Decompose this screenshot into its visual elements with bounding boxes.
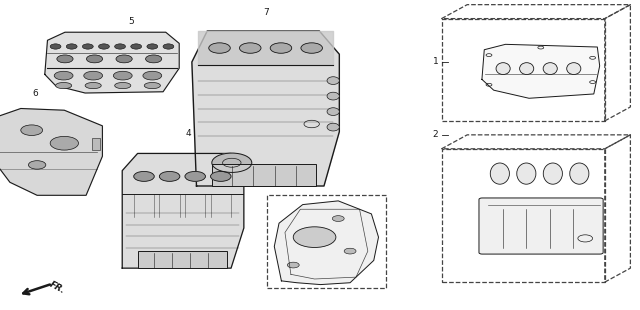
Circle shape [50,44,61,49]
Bar [268,195,385,288]
Polygon shape [192,31,339,186]
Circle shape [301,43,323,53]
Circle shape [287,262,299,268]
Ellipse shape [85,82,101,89]
Circle shape [239,43,261,53]
Circle shape [115,44,125,49]
Ellipse shape [327,92,339,100]
Ellipse shape [54,71,73,80]
Polygon shape [482,44,600,98]
Text: 7: 7 [263,8,268,17]
Circle shape [185,171,205,181]
Circle shape [86,55,102,63]
Ellipse shape [543,63,557,74]
Bar [212,164,316,186]
Circle shape [332,216,344,221]
Bar [138,251,227,268]
Ellipse shape [327,77,339,84]
Circle shape [344,248,356,254]
Circle shape [212,153,252,172]
Text: 1: 1 [433,57,438,67]
Ellipse shape [56,82,72,89]
Ellipse shape [84,71,102,80]
Text: FR.: FR. [48,280,67,295]
FancyBboxPatch shape [479,198,603,254]
Circle shape [270,43,292,53]
Circle shape [67,44,77,49]
Circle shape [163,44,174,49]
Ellipse shape [496,63,510,74]
Ellipse shape [327,108,339,115]
Circle shape [209,43,230,53]
Circle shape [211,171,231,181]
Circle shape [28,161,46,169]
Bar [442,19,605,121]
Circle shape [57,55,73,63]
Text: 5: 5 [129,17,134,26]
Circle shape [146,55,162,63]
Circle shape [131,44,141,49]
Ellipse shape [566,63,581,74]
Polygon shape [0,108,102,195]
Circle shape [20,125,42,135]
Ellipse shape [327,123,339,131]
Circle shape [50,136,79,150]
Polygon shape [275,201,378,285]
Ellipse shape [115,82,131,89]
Ellipse shape [543,163,563,184]
Ellipse shape [570,163,589,184]
Ellipse shape [520,63,534,74]
Circle shape [147,44,157,49]
Circle shape [116,55,132,63]
Circle shape [293,227,336,247]
Circle shape [99,44,109,49]
Ellipse shape [113,71,132,80]
Circle shape [83,44,93,49]
Circle shape [159,171,180,181]
Text: 4: 4 [186,129,191,138]
Ellipse shape [490,163,509,184]
Text: 6: 6 [33,89,38,98]
Bar [442,149,605,282]
Polygon shape [122,153,244,268]
Ellipse shape [144,82,161,89]
Ellipse shape [516,163,536,184]
Text: 3: 3 [308,171,313,180]
Polygon shape [45,32,179,93]
Ellipse shape [143,71,162,80]
Bar [92,138,100,150]
Text: 2: 2 [433,130,438,140]
Circle shape [134,171,154,181]
